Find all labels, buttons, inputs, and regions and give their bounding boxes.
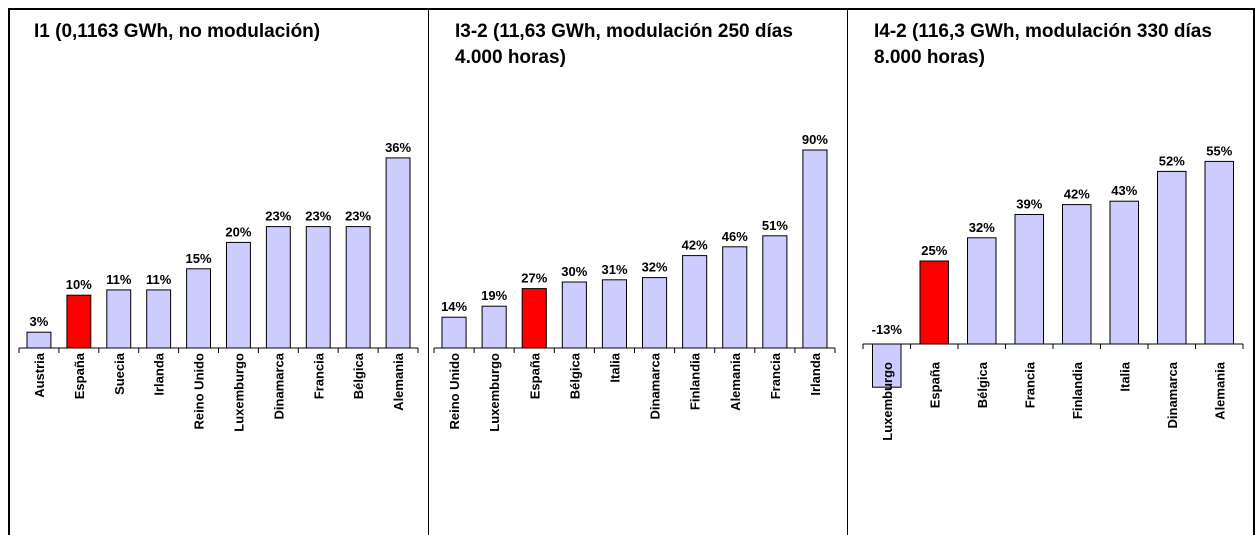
bar <box>265 226 291 349</box>
bar <box>146 289 172 349</box>
bar <box>26 331 52 349</box>
data-label: 20% <box>225 224 251 239</box>
data-label: 42% <box>682 238 708 253</box>
data-label: 14% <box>441 299 467 314</box>
category-label: Suecia <box>112 352 127 395</box>
category-label: Bélgica <box>351 352 366 399</box>
bar <box>1109 200 1139 345</box>
data-label: 39% <box>1016 197 1042 212</box>
bar <box>722 246 748 349</box>
data-label: 11% <box>146 272 172 287</box>
bar <box>1204 160 1234 345</box>
data-label: -13% <box>872 322 903 337</box>
category-label: Italia <box>1117 361 1132 391</box>
data-label: 25% <box>921 243 947 258</box>
category-label: España <box>927 361 942 408</box>
data-label: 3% <box>30 314 49 329</box>
bar <box>561 281 587 349</box>
bar <box>967 237 997 345</box>
data-label: 46% <box>722 229 748 244</box>
bar <box>642 277 668 349</box>
bar <box>106 289 132 349</box>
category-label: Dinamarca <box>648 352 663 419</box>
chart-title: I4-2 (116,3 GWh, modulación 330 días 8.0… <box>874 21 1212 68</box>
data-label: 10% <box>66 277 92 292</box>
bar <box>802 149 828 349</box>
data-label: 11% <box>106 272 132 287</box>
category-label: Reino Unido <box>192 353 207 430</box>
data-label: 51% <box>762 218 788 233</box>
bar <box>1014 214 1044 345</box>
chart-plot: 14% Reino Unido 19% Luxemburgo 27% España 30% B… <box>433 132 836 432</box>
category-label: Dinamarca <box>1165 361 1180 428</box>
data-label: 23% <box>305 209 331 224</box>
category-label: España <box>72 352 87 399</box>
data-label: 42% <box>1064 187 1090 202</box>
bar <box>872 343 902 388</box>
data-label: 36% <box>385 140 411 155</box>
category-label: Luxemburgo <box>487 353 502 432</box>
data-label: 52% <box>1159 153 1185 168</box>
category-label: Austria <box>32 352 47 398</box>
bar <box>66 294 92 349</box>
bar <box>385 157 411 349</box>
chart-plot: 3% Austria 10% España 11% Suecia 11% Irlanda 15%… <box>18 140 419 432</box>
category-label: Bélgica <box>567 352 582 399</box>
panel-divider <box>847 8 848 535</box>
category-label: Italia <box>608 352 623 382</box>
category-label: Francia <box>768 352 783 399</box>
chart-plot: -13% Luxemburgo 25% España 32% Bélgica 39% Fran… <box>862 143 1244 441</box>
data-label: 32% <box>642 260 668 275</box>
bar <box>521 288 547 349</box>
category-label: Finlandia <box>1070 361 1085 419</box>
bar <box>1062 204 1092 345</box>
chart-panel-i4-2: I4-2 (116,3 GWh, modulación 330 días 8.0… <box>848 8 1255 535</box>
data-label: 90% <box>802 132 828 147</box>
bar <box>441 316 467 349</box>
category-label: Alemania <box>728 352 743 411</box>
chart-panel-i3-2: I3-2 (11,63 GWh, modulación 250 días 4.0… <box>429 8 847 535</box>
data-label: 15% <box>185 251 211 266</box>
chart-title: I3-2 (11,63 GWh, modulación 250 días 4.0… <box>455 21 793 68</box>
bar <box>919 260 949 345</box>
panel-divider <box>428 8 429 535</box>
chart-frame <box>8 8 1255 535</box>
data-label: 27% <box>521 271 547 286</box>
category-label: Francia <box>311 352 326 399</box>
bar <box>305 226 331 349</box>
data-label: 23% <box>265 209 291 224</box>
data-label: 19% <box>481 288 507 303</box>
bar <box>186 268 212 349</box>
bar <box>481 305 507 349</box>
data-label: 55% <box>1206 143 1232 158</box>
category-label: Luxemburgo <box>231 353 246 432</box>
data-label: 23% <box>345 209 371 224</box>
category-label: Alemania <box>391 352 406 411</box>
bar <box>601 279 627 349</box>
category-label: España <box>527 352 542 399</box>
bar <box>345 226 371 349</box>
category-label: Alemania <box>1212 361 1227 420</box>
chart-title: I1 (0,1163 GWh, no modulación) <box>34 21 321 42</box>
data-label: 30% <box>561 264 587 279</box>
chart-panel-i1: I1 (0,1163 GWh, no modulación) 3% Austria… <box>8 8 428 535</box>
category-label: Dinamarca <box>271 352 286 419</box>
data-label: 32% <box>969 220 995 235</box>
category-label: Bélgica <box>975 361 990 408</box>
category-label: Irlanda <box>152 352 167 395</box>
data-label: 31% <box>601 262 627 277</box>
data-label: 43% <box>1111 183 1137 198</box>
bar <box>1157 170 1187 345</box>
bar <box>762 235 788 349</box>
category-label: Irlanda <box>808 352 823 395</box>
category-label: Reino Unido <box>447 353 462 430</box>
category-label: Luxemburgo <box>880 362 895 441</box>
bar <box>682 255 708 349</box>
bar <box>226 241 251 349</box>
category-label: Francia <box>1022 361 1037 408</box>
category-label: Finlandia <box>688 352 703 410</box>
